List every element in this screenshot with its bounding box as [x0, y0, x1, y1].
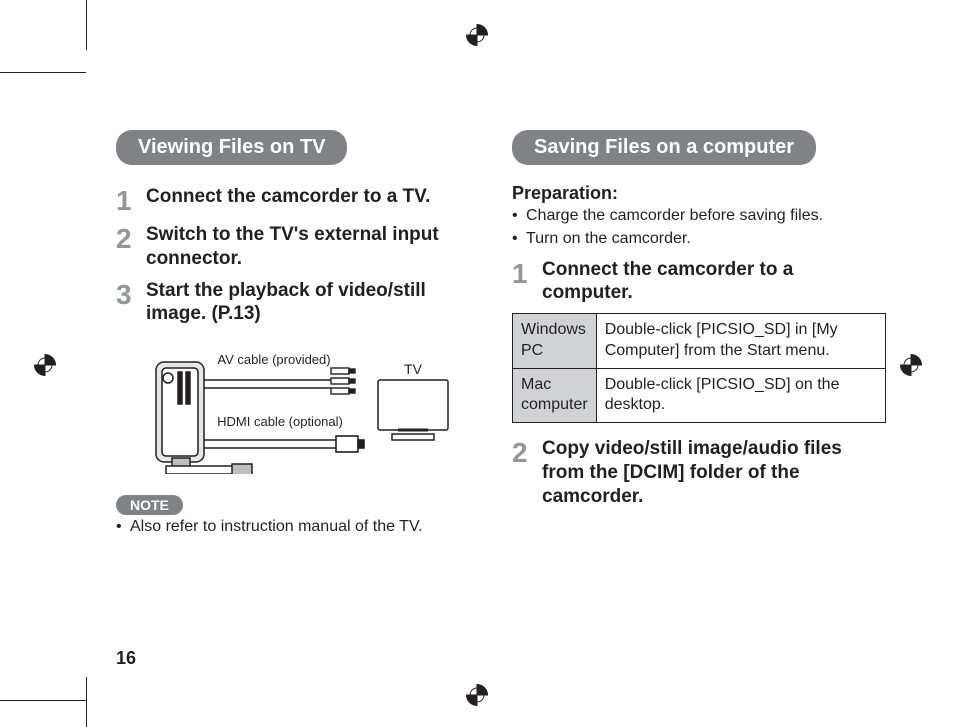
step-text: Start the playback of video/still image.… — [146, 279, 490, 327]
step: 2 Switch to the TV's external input conn… — [116, 223, 490, 271]
step: 2 Copy video/still image/audio files fro… — [512, 437, 886, 508]
registration-mark-icon — [34, 354, 56, 376]
bullet-dot: • — [116, 517, 130, 538]
step-number: 3 — [116, 279, 146, 327]
crop-mark — [0, 700, 86, 701]
os-cell: Mac computer — [513, 368, 597, 423]
step-text: Switch to the TV's external input connec… — [146, 223, 490, 271]
instruction-cell: Double-click [PICSIO_SD] in [My Computer… — [596, 314, 885, 369]
preparation-label: Preparation: — [512, 183, 886, 204]
section-heading-computer: Saving Files on a computer — [512, 130, 816, 165]
step-text: Connect the camcorder to a TV. — [146, 185, 430, 215]
crop-mark — [0, 72, 86, 73]
registration-mark-icon — [466, 684, 488, 706]
instruction-cell: Double-click [PICSIO_SD] on the desktop. — [596, 368, 885, 423]
prep-item: • Charge the camcorder before saving fil… — [512, 206, 886, 227]
prep-item: • Turn on the camcorder. — [512, 229, 886, 250]
registration-mark-icon — [466, 24, 488, 46]
bullet-dot: • — [512, 206, 526, 227]
step-number: 1 — [512, 258, 542, 306]
registration-mark-icon — [900, 354, 922, 376]
note-badge: NOTE — [116, 495, 183, 515]
step-number: 1 — [116, 185, 146, 215]
page-content: Viewing Files on TV 1 Connect the camcor… — [116, 130, 886, 680]
section-heading-tv: Viewing Files on TV — [116, 130, 347, 165]
page-number: 16 — [116, 648, 136, 669]
table-row: Windows PC Double-click [PICSIO_SD] in [… — [513, 314, 886, 369]
diagram-label-tv: TV — [404, 361, 423, 377]
step: 3 Start the playback of video/still imag… — [116, 279, 490, 327]
note-item: • Also refer to instruction manual of th… — [116, 517, 490, 538]
diagram-label-av: AV cable (provided) — [217, 352, 330, 367]
step-text: Connect the camcorder to a computer. — [542, 258, 886, 306]
crop-mark — [86, 0, 87, 50]
prep-text: Charge the camcorder before saving files… — [526, 206, 886, 227]
os-cell: Windows PC — [513, 314, 597, 369]
step: 1 Connect the camcorder to a computer. — [512, 258, 886, 306]
step: 1 Connect the camcorder to a TV. — [116, 185, 490, 215]
right-column: Saving Files on a computer Preparation: … — [512, 130, 886, 680]
prep-text: Turn on the camcorder. — [526, 229, 886, 250]
bullet-dot: • — [512, 229, 526, 250]
os-table: Windows PC Double-click [PICSIO_SD] in [… — [512, 313, 886, 423]
note-text: Also refer to instruction manual of the … — [130, 517, 490, 538]
connection-diagram: AV cable (provided) HDMI cable (optional… — [146, 344, 456, 474]
table-row: Mac computer Double-click [PICSIO_SD] on… — [513, 368, 886, 423]
diagram-label-hdmi: HDMI cable (optional) — [217, 414, 343, 429]
step-number: 2 — [512, 437, 542, 508]
left-column: Viewing Files on TV 1 Connect the camcor… — [116, 130, 490, 680]
step-number: 2 — [116, 223, 146, 271]
step-text: Copy video/still image/audio files from … — [542, 437, 886, 508]
crop-mark — [86, 677, 87, 727]
